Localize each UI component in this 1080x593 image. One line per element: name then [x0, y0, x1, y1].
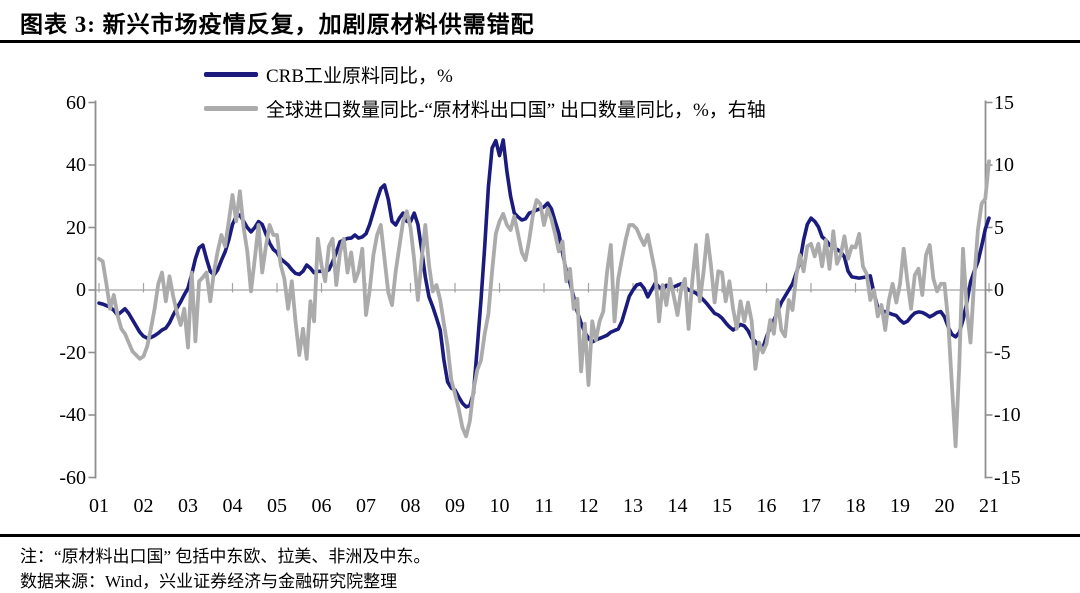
right-axis-tick-5: 5: [994, 216, 1004, 239]
left-axis-tick-0: 0: [76, 279, 86, 301]
crb-line-swatch: [204, 72, 258, 77]
x-axis-tick-06: 06: [311, 495, 332, 517]
x-axis-tick-12: 12: [578, 495, 599, 517]
right-axis-tick-0: 0: [994, 279, 1004, 301]
x-axis-tick-07: 07: [356, 495, 376, 517]
x-axis-tick-17: 17: [801, 495, 821, 517]
x-axis-tick-19: 19: [890, 495, 910, 517]
right-axis-tick-15: 15: [994, 91, 1014, 114]
x-axis-tick-01: 01: [89, 495, 109, 517]
x-axis-tick-15: 15: [712, 495, 732, 517]
x-axis-tick-21: 21: [979, 495, 999, 517]
footnotes: 注：“原材料出口国” 包括中东欧、拉美、非洲及中东。 数据来源：Wind，兴业证…: [20, 544, 430, 593]
right-axis-tick--10: -10: [994, 404, 1021, 426]
trade-diff-line-label: 全球进口数量同比-“原材料出口国” 出口数量同比，%，右轴: [266, 100, 766, 121]
x-axis-tick-20: 20: [934, 495, 955, 517]
x-axis-tick-04: 04: [222, 495, 243, 517]
left-axis-tick-60: 60: [66, 91, 86, 114]
footnote-source: 数据来源：Wind，兴业证券经济与金融研究院整理: [20, 572, 398, 591]
x-axis-tick-16: 16: [756, 495, 777, 517]
x-axis-tick-09: 09: [445, 495, 465, 517]
legend-item-trade-diff: 全球进口数量同比-“原材料出口国” 出口数量同比，%，右轴: [204, 95, 766, 122]
right-axis-tick--15: -15: [994, 466, 1021, 489]
x-axis-tick-05: 05: [267, 495, 287, 517]
x-axis-tick-14: 14: [667, 495, 688, 517]
left-axis-tick--60: -60: [59, 466, 86, 489]
right-axis-tick-10: 10: [994, 154, 1014, 176]
crb-line-label: CRB工业原料同比，%: [266, 66, 453, 87]
x-axis-tick-08: 08: [400, 495, 421, 517]
x-axis-tick-02: 02: [133, 495, 154, 517]
x-axis-tick-18: 18: [845, 495, 866, 517]
x-axis-tick-11: 11: [534, 495, 554, 517]
import-export-diff-line: [97, 159, 991, 449]
left-axis-tick--40: -40: [59, 404, 86, 426]
x-axis-tick-03: 03: [178, 495, 198, 517]
trade-diff-line-swatch: [204, 106, 258, 111]
figure-title: 图表 3: 新兴市场疫情反复，加剧原材料供需错配: [20, 12, 535, 37]
footnote-definition: 注：“原材料出口国” 包括中东欧、拉美、非洲及中东。: [20, 547, 431, 566]
title-divider: [0, 40, 1080, 43]
right-axis-tick--5: -5: [994, 341, 1011, 364]
left-axis-tick-40: 40: [66, 154, 86, 176]
left-axis-tick--20: -20: [59, 341, 86, 364]
crb-yoy-line: [97, 138, 991, 409]
x-axis-tick-13: 13: [623, 495, 643, 517]
legend-item-crb: CRB工业原料同比，%: [204, 61, 453, 88]
x-axis-tick-10: 10: [489, 495, 510, 517]
chart-bottom-divider: [0, 534, 1080, 537]
left-axis-tick-20: 20: [66, 216, 86, 239]
